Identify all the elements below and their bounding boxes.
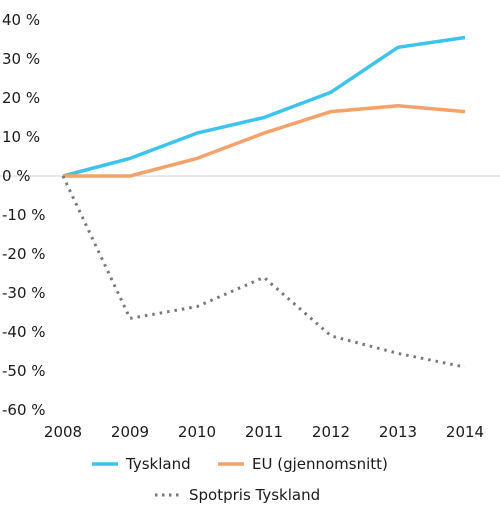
legend: Tyskland EU (gjennomsnitt) Spotpris Tyskla… bbox=[92, 455, 388, 504]
y-tick-label: -10 % bbox=[2, 206, 46, 224]
x-tick-label: 2009 bbox=[111, 423, 149, 441]
y-tick-label: -60 % bbox=[2, 401, 46, 419]
series-line-2 bbox=[63, 104, 466, 178]
x-tick-label: 2010 bbox=[178, 423, 216, 441]
x-tick-label: 2008 bbox=[44, 423, 82, 441]
y-axis-tick-labels: 40 % 30 % 20 % 10 % 0 % -10 % -20 % -30 % -40 % -… bbox=[2, 11, 46, 419]
y-tick-label: 20 % bbox=[2, 89, 40, 107]
series-lines bbox=[61, 35, 466, 369]
x-tick-label: 2012 bbox=[312, 423, 350, 441]
y-tick-label: 40 % bbox=[2, 11, 40, 29]
x-tick-label: 2011 bbox=[245, 423, 283, 441]
legend-label: EU (gjennomsnitt) bbox=[252, 455, 388, 473]
y-tick-label: -30 % bbox=[2, 284, 46, 302]
legend-label: Tyskland bbox=[125, 455, 191, 473]
y-tick-label: 30 % bbox=[2, 50, 40, 68]
y-tick-label: -50 % bbox=[2, 362, 46, 380]
y-tick-label: 0 % bbox=[2, 167, 31, 185]
series-line-1 bbox=[62, 35, 466, 178]
x-tick-label: 2013 bbox=[379, 423, 417, 441]
x-tick-label: 2014 bbox=[446, 423, 484, 441]
x-axis-tick-labels: 2008 2009 2010 2011 2012 2013 2014 bbox=[44, 423, 484, 441]
series-line-3 bbox=[61, 175, 466, 369]
y-tick-label: -40 % bbox=[2, 323, 46, 341]
y-tick-label: -20 % bbox=[2, 245, 46, 263]
legend-label: Spotpris Tyskland bbox=[189, 486, 320, 504]
y-tick-label: 10 % bbox=[2, 128, 40, 146]
